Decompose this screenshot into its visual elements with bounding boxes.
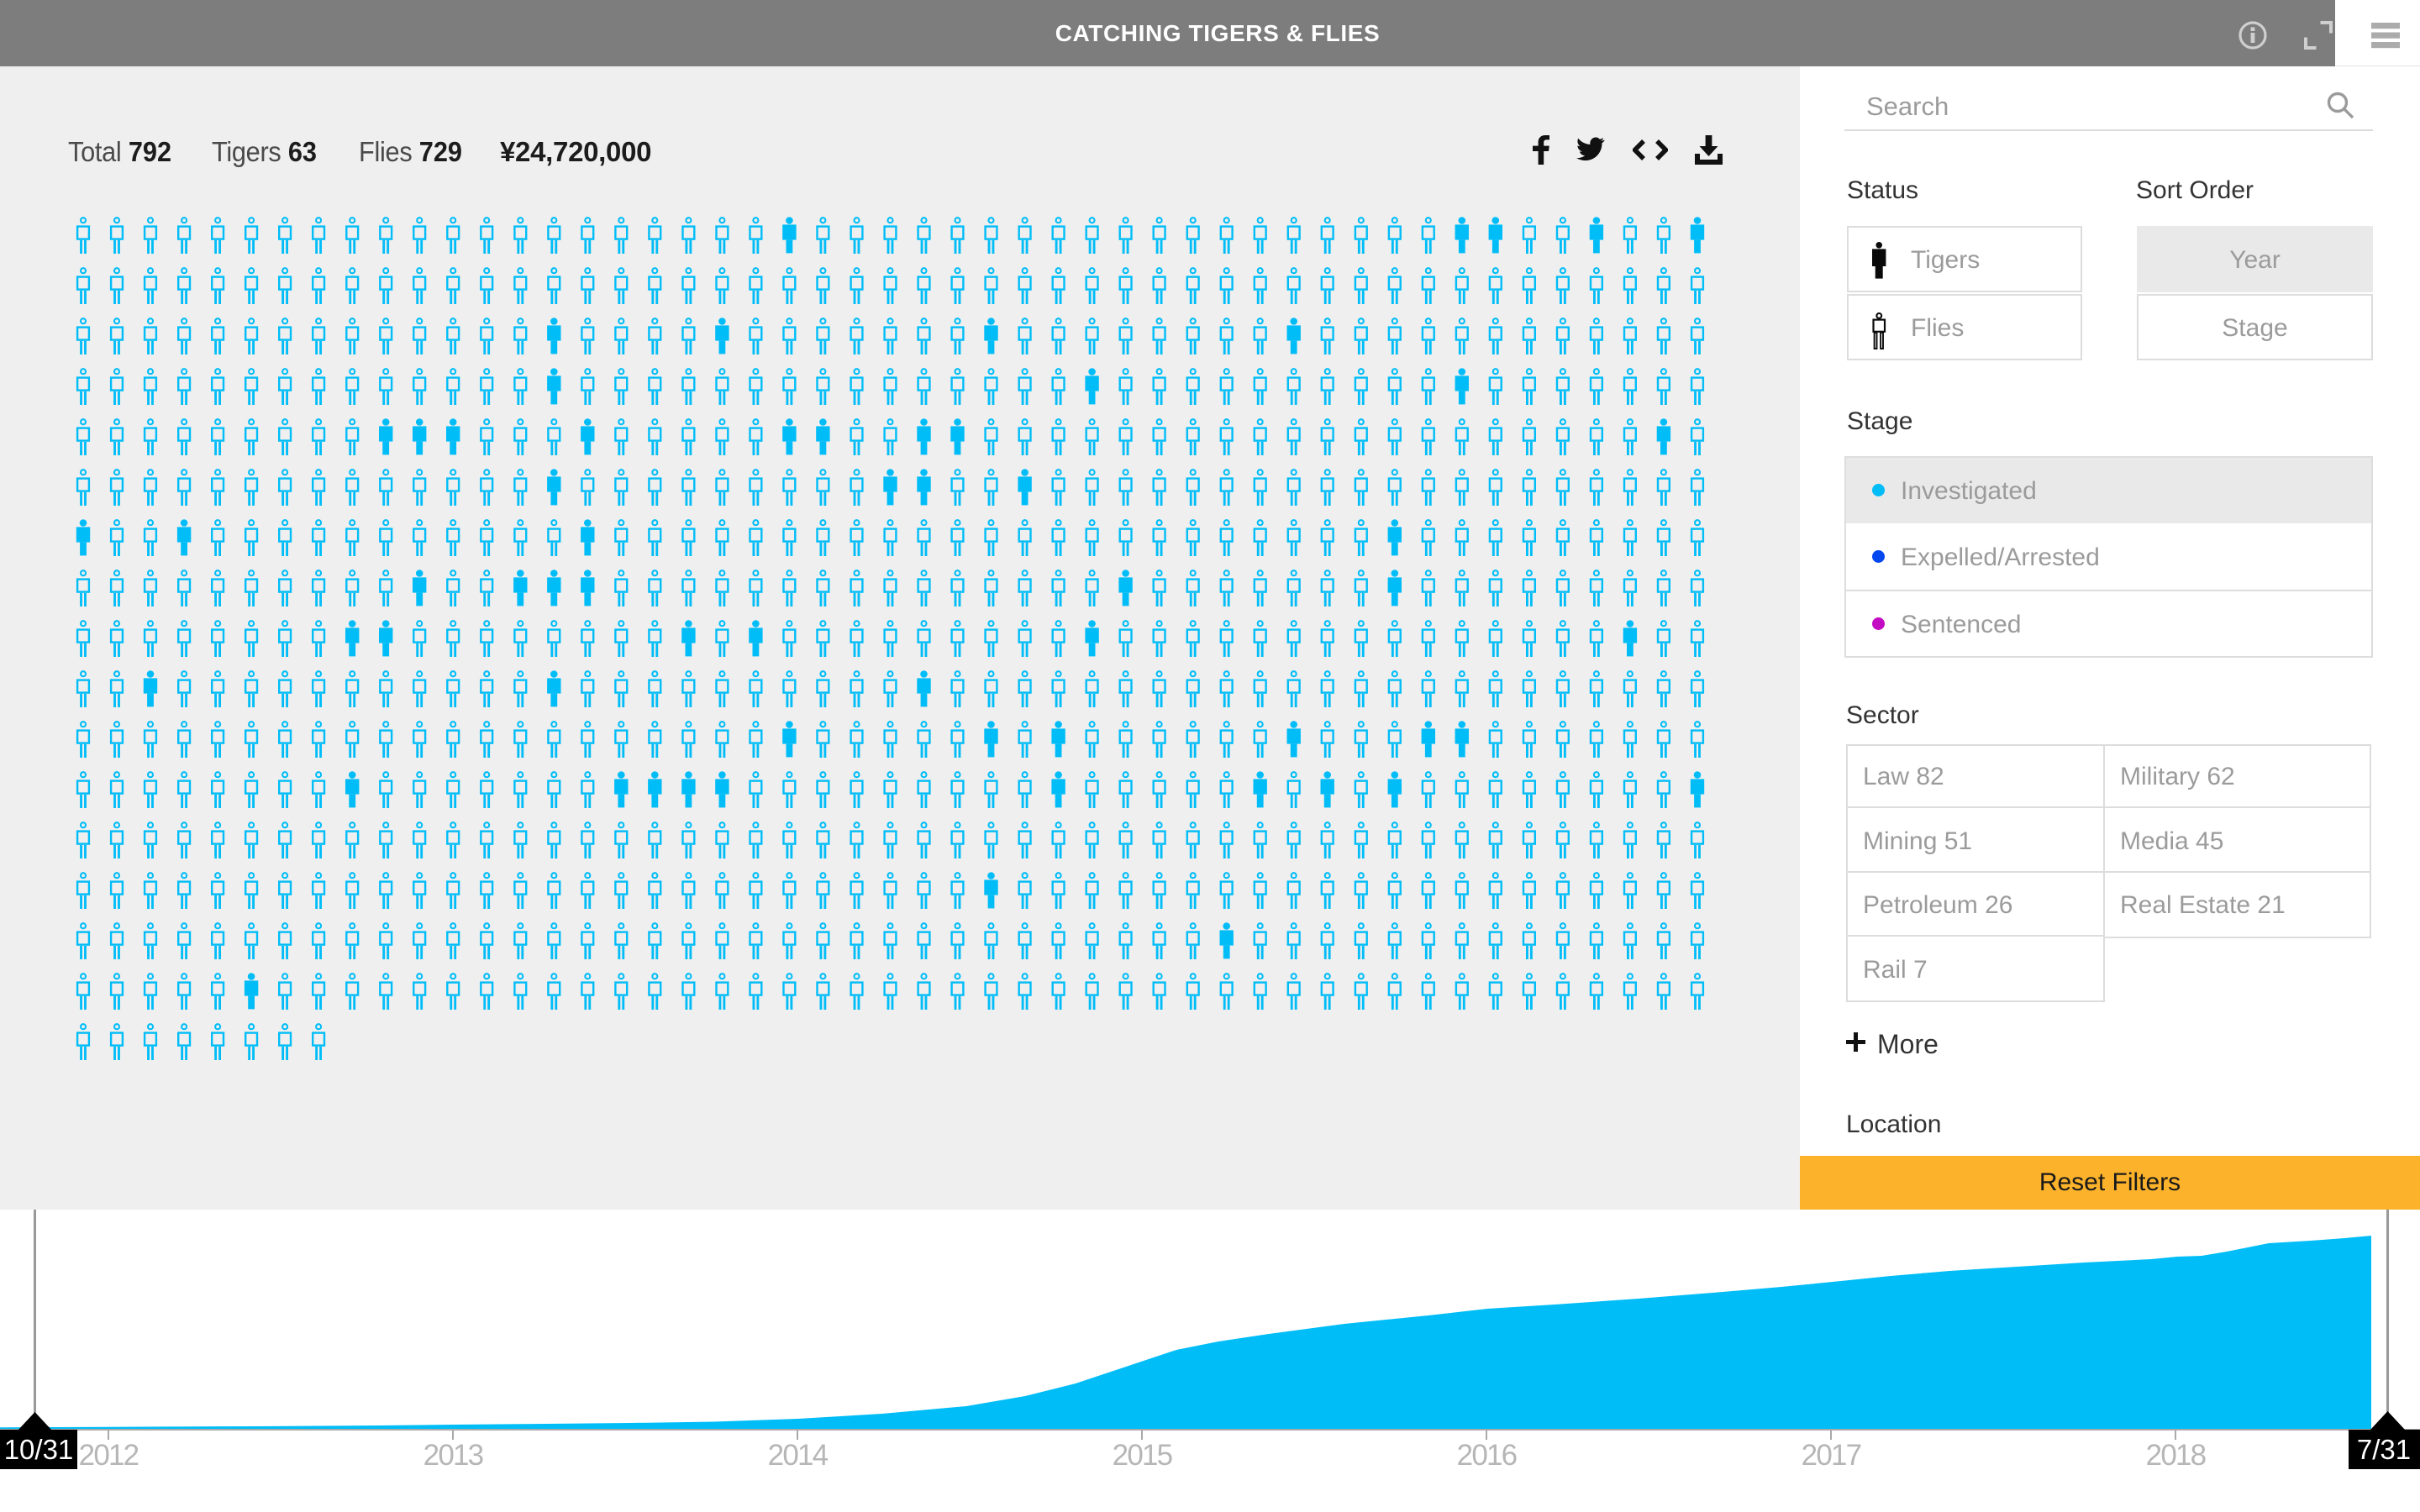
svg-text:2016: 2016 [1457,1439,1517,1472]
svg-text:2017: 2017 [1802,1439,1861,1472]
svg-text:2015: 2015 [1113,1439,1172,1472]
svg-text:7/31: 7/31 [2357,1434,2411,1465]
svg-text:2014: 2014 [768,1439,829,1472]
svg-text:2018: 2018 [2146,1439,2206,1472]
svg-text:2012: 2012 [79,1439,139,1472]
svg-text:10/31: 10/31 [4,1434,74,1465]
svg-text:2013: 2013 [424,1439,483,1472]
